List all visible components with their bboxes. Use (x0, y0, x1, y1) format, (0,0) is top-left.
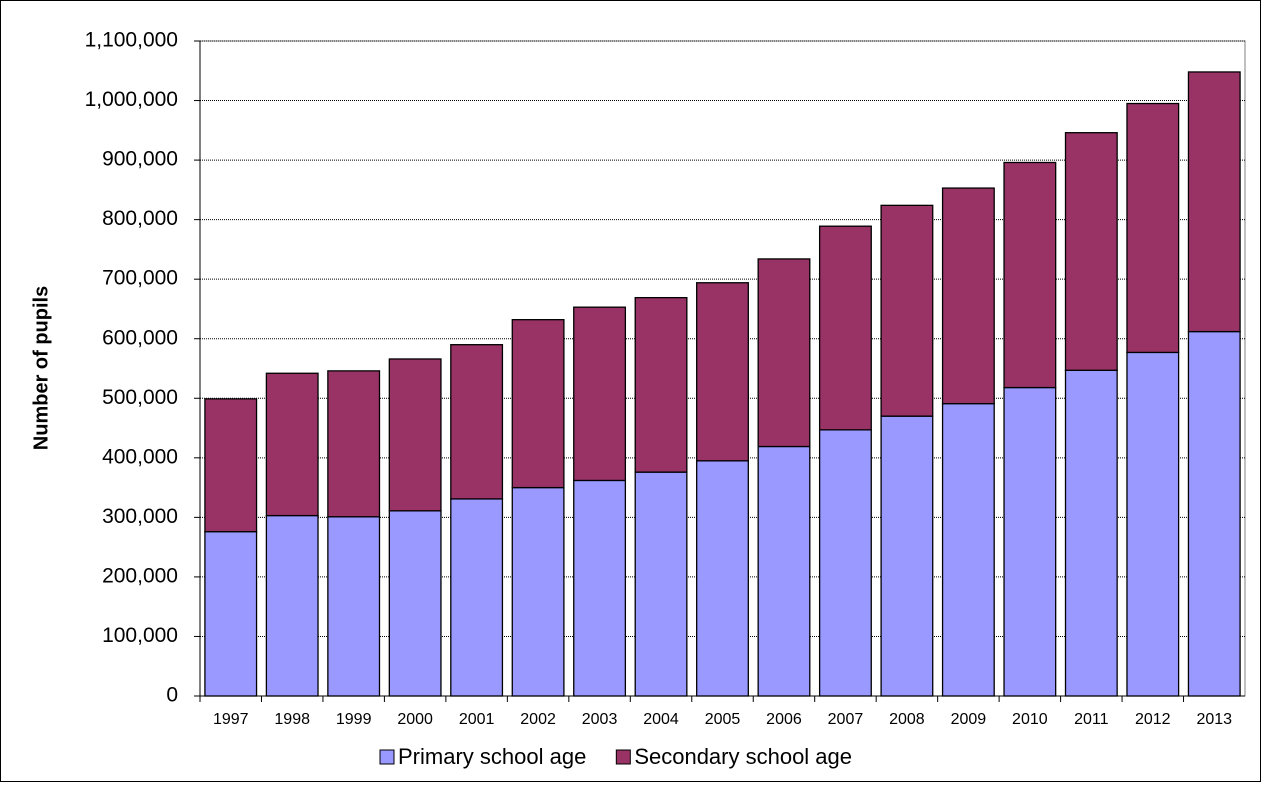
y-tick-label: 800,000 (102, 207, 178, 230)
y-tick-label: 100,000 (102, 624, 178, 647)
x-tick-label: 1997 (213, 711, 249, 728)
x-tick-label: 2013 (1196, 711, 1232, 728)
bar-segment (204, 531, 258, 697)
bar-segment (388, 358, 442, 512)
y-tick-label: 1,100,000 (85, 29, 178, 52)
x-tick-label: 2009 (951, 711, 987, 728)
bar-segment (1064, 369, 1118, 697)
bar-segment (757, 445, 811, 697)
bar-segment (818, 429, 872, 697)
bar-segment (450, 344, 504, 500)
y-axis-title: Number of pupils (30, 286, 52, 450)
bar-segment (511, 486, 565, 697)
x-tick-label: 2001 (459, 711, 495, 728)
x-tick-label: 2002 (520, 711, 556, 728)
y-tick-label: 700,000 (102, 267, 178, 290)
y-tick-label: 500,000 (102, 386, 178, 409)
legend-label: Primary school age (398, 744, 586, 769)
y-tick-label: 400,000 (102, 445, 178, 468)
x-tick-label: 2005 (705, 711, 741, 728)
y-tick-label: 300,000 (102, 505, 178, 528)
bar-segment (388, 510, 442, 697)
bar-segment (265, 372, 319, 517)
y-tick-label: 0 (166, 684, 178, 707)
bar-segment (511, 319, 565, 489)
legend-label: Secondary school age (634, 744, 852, 769)
bar-segment (204, 398, 258, 533)
bar-segment (1126, 102, 1180, 354)
bar-segment (1003, 386, 1057, 697)
x-tick-label: 2010 (1012, 711, 1048, 728)
y-tick-label: 600,000 (102, 326, 178, 349)
x-tick-label: 2011 (1074, 711, 1109, 728)
bar-segment (573, 479, 627, 697)
bar-segment (1126, 351, 1180, 697)
bar-segment (696, 460, 749, 697)
x-tick-label: 2007 (828, 711, 864, 728)
bar-segment (941, 187, 995, 405)
bar-segment (327, 516, 381, 697)
bar-segment (757, 258, 811, 448)
x-tick-label: 1999 (336, 711, 372, 728)
bar-segment (1064, 132, 1118, 371)
x-tick-label: 2012 (1135, 711, 1171, 728)
bar-segment (880, 204, 934, 417)
bar-segment (573, 306, 627, 482)
bar-segment (696, 282, 749, 462)
bar-segment (941, 402, 995, 697)
bar-segment (1187, 330, 1241, 697)
y-tick-label: 200,000 (102, 564, 178, 587)
x-tick-label: 2000 (397, 711, 433, 728)
bar-segment (634, 296, 688, 473)
bar-segment (450, 498, 504, 697)
bar-segment (265, 514, 319, 697)
legend-swatch (615, 749, 631, 765)
bar-segment (880, 415, 934, 697)
legend-swatch (379, 749, 395, 765)
x-tick-label: 2004 (643, 711, 679, 728)
bar-segment (634, 471, 688, 697)
x-tick-label: 2006 (766, 711, 802, 728)
y-tick-label: 1,000,000 (85, 88, 178, 111)
bar-segment (1187, 71, 1241, 333)
y-tick-label: 900,000 (102, 148, 178, 171)
x-tick-label: 1998 (274, 711, 310, 728)
x-tick-label: 2003 (582, 711, 618, 728)
x-tick-label: 2008 (889, 711, 925, 728)
bar-segment (327, 370, 381, 518)
bar-segment (1003, 161, 1057, 389)
bar-segment (818, 225, 872, 431)
